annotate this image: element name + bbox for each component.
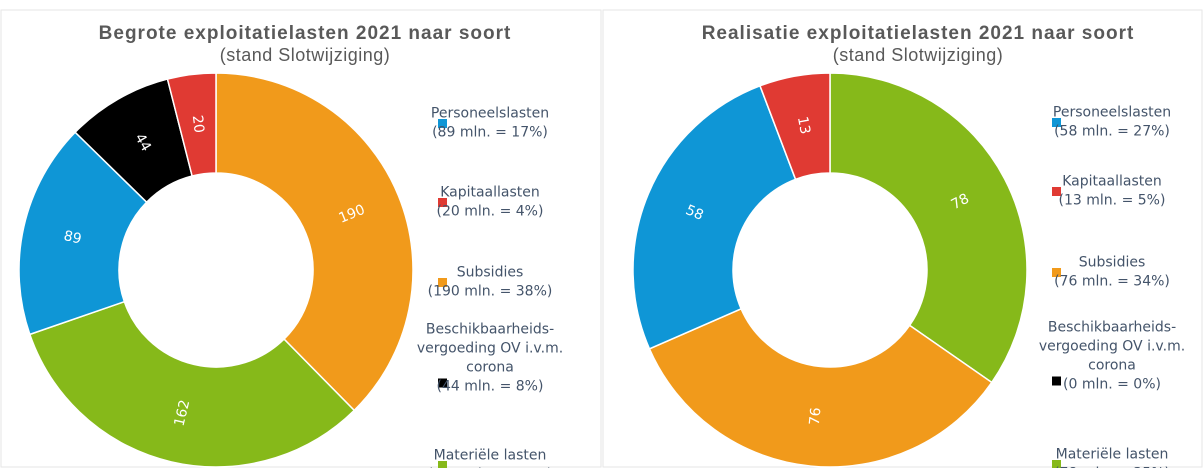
legend-label: corona bbox=[466, 360, 514, 376]
slice-label: 20 bbox=[189, 114, 207, 134]
legend-swatch bbox=[438, 461, 447, 468]
legend-swatch bbox=[1052, 187, 1061, 196]
slice-label: 89 bbox=[62, 228, 83, 248]
legend-label: (163 mln. = 32%) bbox=[428, 467, 553, 468]
slice-label: 13 bbox=[794, 115, 813, 135]
legend-label: (20 mln. = 4%) bbox=[437, 204, 544, 220]
legend-label: (89 mln. = 17%) bbox=[432, 125, 548, 141]
legend-swatch bbox=[438, 198, 447, 207]
legend-label: Materiële lasten bbox=[434, 448, 547, 464]
donut-slice bbox=[759, 72, 831, 181]
legend-swatch bbox=[1052, 376, 1061, 386]
donut-slice bbox=[166, 72, 217, 177]
donut-slice bbox=[28, 300, 356, 468]
donut-slice bbox=[829, 72, 1028, 384]
legend-swatch bbox=[438, 378, 447, 388]
panel-border bbox=[0, 9, 602, 468]
chart-title: Begrote exploitatielasten 2021 naar soor… bbox=[99, 23, 512, 44]
legend-label: (13 mln. = 5%) bbox=[1059, 193, 1166, 209]
legend-swatch bbox=[1052, 268, 1061, 277]
legend-label: Personeelslasten bbox=[1053, 105, 1171, 121]
legend-swatch bbox=[1052, 118, 1061, 127]
legend-label: (190 mln. = 38%) bbox=[428, 284, 553, 300]
slice-label: 78 bbox=[949, 191, 972, 213]
chart-title: Realisatie exploitatielasten 2021 naar s… bbox=[702, 23, 1135, 44]
legend-label: (78 mln. = 35%) bbox=[1054, 466, 1170, 468]
legend-label: (76 mln. = 34%) bbox=[1054, 274, 1170, 290]
legend-label: vergoeding OV i.v.m. bbox=[1039, 339, 1185, 355]
donut-slice bbox=[18, 131, 148, 336]
slice-label: 162 bbox=[172, 398, 194, 428]
legend-swatch bbox=[438, 119, 447, 128]
legend-label: (0 mln. = 0%) bbox=[1063, 377, 1161, 393]
legend-label: corona bbox=[1088, 358, 1136, 374]
donut-slice bbox=[648, 307, 993, 468]
legend-swatch bbox=[438, 278, 447, 287]
slice-label: 76 bbox=[807, 407, 825, 426]
legend-swatch bbox=[1052, 460, 1061, 468]
legend-label: Personeelslasten bbox=[431, 106, 549, 122]
donut-slice bbox=[215, 72, 414, 412]
legend-label: Beschikbaarheids- bbox=[426, 322, 554, 338]
legend-label: (44 mln. = 8%) bbox=[437, 379, 544, 395]
legend-label: Kapitaallasten bbox=[1062, 174, 1162, 190]
legend-label: Subsidies bbox=[1079, 255, 1146, 271]
slice-label: 44 bbox=[131, 131, 154, 155]
legend-label: (58 mln. = 27%) bbox=[1054, 124, 1170, 140]
legend-label: Kapitaallasten bbox=[440, 185, 540, 201]
slice-label: 58 bbox=[683, 202, 706, 224]
legend-label: vergoeding OV i.v.m. bbox=[417, 341, 563, 357]
chart-subtitle: (stand Slotwijziging) bbox=[833, 45, 1004, 65]
legend-label: Materiële lasten bbox=[1056, 447, 1169, 463]
legend-label: Subsidies bbox=[457, 265, 524, 281]
donut-slice bbox=[632, 84, 797, 350]
chart-subtitle: (stand Slotwijziging) bbox=[220, 45, 391, 65]
panel-border bbox=[602, 9, 1203, 468]
legend-label: Beschikbaarheids- bbox=[1048, 320, 1176, 336]
